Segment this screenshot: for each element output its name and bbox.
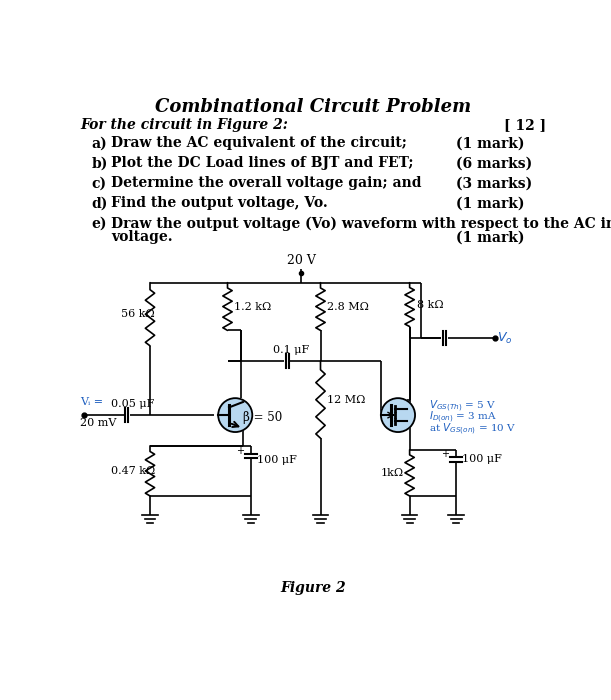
Text: voltage.: voltage. [111,230,173,244]
Ellipse shape [218,398,252,432]
Text: d): d) [92,197,108,211]
Ellipse shape [381,398,415,432]
Text: Vᵢ =: Vᵢ = [80,398,103,407]
Text: $V_o$: $V_o$ [497,330,513,346]
Text: 20 mV: 20 mV [80,418,117,428]
Text: 56 kΩ: 56 kΩ [120,309,155,319]
Text: Combinational Circuit Problem: Combinational Circuit Problem [155,98,472,116]
Text: 100 μF: 100 μF [257,455,297,465]
Text: 0.1 μF: 0.1 μF [273,345,310,356]
Text: For the circuit in Figure 2:: For the circuit in Figure 2: [80,118,288,132]
Text: (1 mark): (1 mark) [456,136,525,150]
Text: Plot the DC Load lines of BJT and FET;: Plot the DC Load lines of BJT and FET; [111,156,414,170]
Text: 100 μF: 100 μF [463,454,502,464]
Text: $I_{D(on)}$ = 3 mA: $I_{D(on)}$ = 3 mA [429,410,497,425]
Text: β = 50: β = 50 [243,411,282,424]
Text: a): a) [92,136,108,150]
Text: +: + [236,445,244,456]
Text: 12 MΩ: 12 MΩ [327,395,365,405]
Text: 8 kΩ: 8 kΩ [417,300,443,309]
Text: 1.2 kΩ: 1.2 kΩ [235,302,272,312]
Text: Find the output voltage, Vo.: Find the output voltage, Vo. [111,197,328,211]
Text: 2.8 MΩ: 2.8 MΩ [327,302,370,312]
Text: (6 marks): (6 marks) [456,156,532,170]
Text: Figure 2: Figure 2 [280,581,346,595]
Text: $V_{GS(Th)}$ = 5 V: $V_{GS(Th)}$ = 5 V [429,398,496,414]
Text: 0.47 kΩ: 0.47 kΩ [111,466,156,476]
Text: 20 V: 20 V [287,254,315,267]
Text: Draw the output voltage (Vo) waveform with respect to the AC input: Draw the output voltage (Vo) waveform wi… [111,216,611,231]
Text: (1 mark): (1 mark) [456,197,525,211]
Text: (1 mark): (1 mark) [456,230,525,244]
Text: +: + [441,449,449,459]
Text: 0.05 μF: 0.05 μF [111,399,155,409]
Text: at $V_{GS(on)}$ = 10 V: at $V_{GS(on)}$ = 10 V [429,421,516,437]
Text: Draw the AC equivalent of the circuit;: Draw the AC equivalent of the circuit; [111,136,407,150]
Text: (3 marks): (3 marks) [456,176,532,190]
Text: 1kΩ: 1kΩ [380,468,403,478]
Text: Determine the overall voltage gain; and: Determine the overall voltage gain; and [111,176,422,190]
Text: b): b) [92,156,108,170]
Text: e): e) [92,216,108,230]
Text: [ 12 ]: [ 12 ] [504,118,546,132]
Text: c): c) [92,176,107,190]
